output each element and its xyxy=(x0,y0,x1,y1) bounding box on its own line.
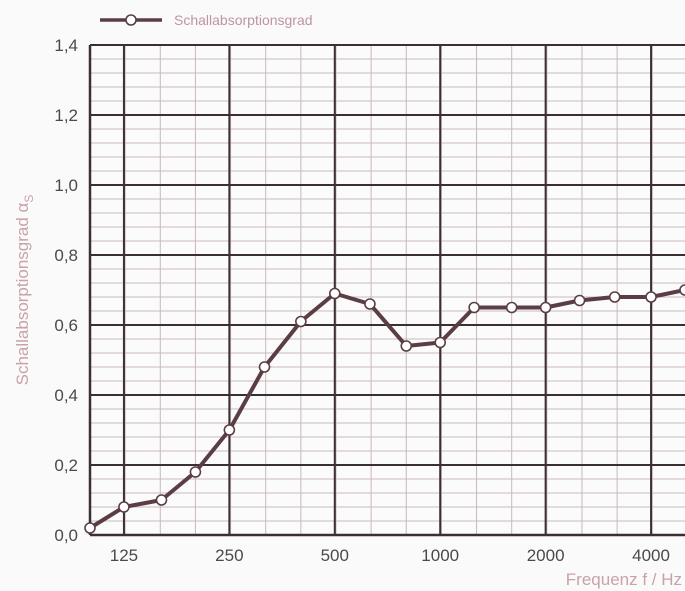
y-tick-label: 0,6 xyxy=(54,316,78,335)
x-tick-label: 4000 xyxy=(632,546,670,565)
data-point xyxy=(84,522,96,534)
y-tick-label: 1,2 xyxy=(54,106,78,125)
y-axis-title-subscript: S xyxy=(22,195,36,203)
data-point xyxy=(400,340,413,352)
data-point xyxy=(295,315,307,328)
x-axis-title: Frequenz f / Hz xyxy=(566,570,682,589)
legend-marker-sample xyxy=(125,14,137,26)
data-point xyxy=(328,287,341,300)
y-tick-label: 1,4 xyxy=(54,36,78,55)
grid-layer xyxy=(88,44,685,537)
data-point xyxy=(223,424,236,436)
series-layer xyxy=(84,284,685,534)
y-tick-label: 0,8 xyxy=(54,246,78,265)
x-tick-label: 2000 xyxy=(527,546,565,565)
y-tick-label: 1,0 xyxy=(54,176,78,195)
data-point xyxy=(434,336,447,349)
series-line xyxy=(88,288,685,530)
data-point xyxy=(468,301,480,314)
plot-area xyxy=(90,45,685,535)
tick-label-layer: 0,0 0,2 0,4 0,6 0,8 1,0 1,2 1,4 125 250 500 1000 200… xyxy=(54,36,670,565)
y-tick-label: 0,4 xyxy=(54,386,78,405)
data-point xyxy=(155,494,168,506)
y-axis-title: Schallabsorptionsgrad αS xyxy=(13,195,36,386)
data-point xyxy=(189,466,202,478)
legend-label: Schallabsorptionsgrad xyxy=(174,12,313,28)
data-point xyxy=(608,291,621,303)
y-axis-title-main: Schallabsorptionsgrad α xyxy=(13,202,32,385)
data-point xyxy=(118,501,130,513)
data-point xyxy=(539,301,552,314)
x-tick-label: 500 xyxy=(321,546,349,565)
legend: Schallabsorptionsgrad xyxy=(100,12,313,28)
data-point xyxy=(645,291,657,303)
x-tick-label: 250 xyxy=(215,546,243,565)
y-tick-label: 0,2 xyxy=(54,456,78,475)
data-point xyxy=(258,361,271,373)
y-tick-label: 0,0 xyxy=(54,526,78,545)
data-point xyxy=(505,301,518,314)
x-tick-label: 125 xyxy=(110,546,138,565)
data-point xyxy=(679,284,685,296)
x-tick-label: 1000 xyxy=(421,546,459,565)
data-point xyxy=(573,294,586,307)
data-point xyxy=(364,298,376,310)
